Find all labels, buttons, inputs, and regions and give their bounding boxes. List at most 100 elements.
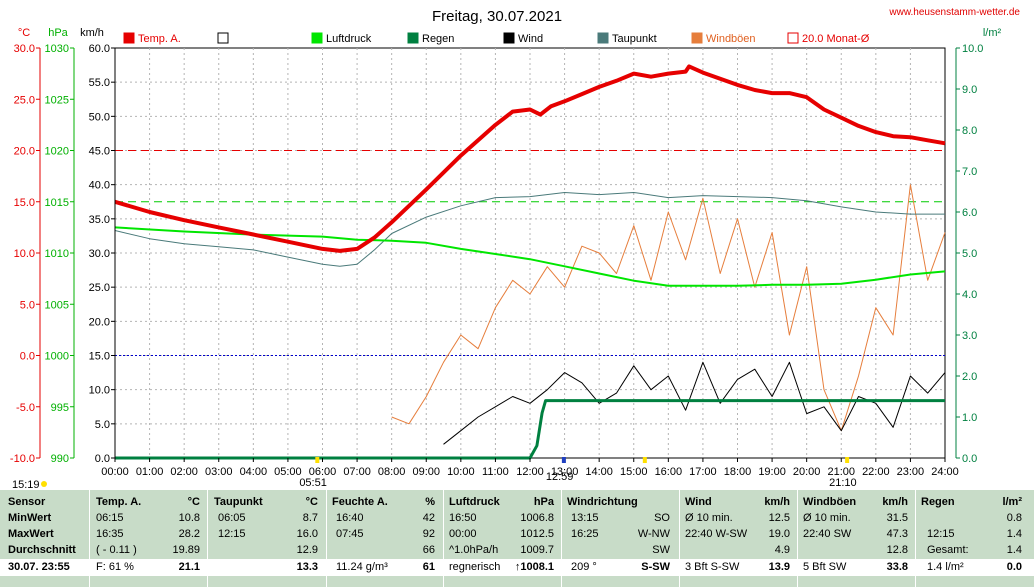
axis-pressure-tick-label: 990 xyxy=(51,453,69,465)
x-tick-label: 19:00 xyxy=(758,466,786,478)
time-marker-dot xyxy=(41,481,47,487)
axis-wind-tick-label: 40.0 xyxy=(89,180,110,192)
x-tick-label: 14:00 xyxy=(585,466,613,478)
axis-temp-tick-label: 30.0 xyxy=(14,43,35,55)
time-marker xyxy=(642,457,647,463)
stats-cell-temp-val: 28.2 xyxy=(178,528,200,540)
stats-cell-luft-val: 1009.7 xyxy=(520,544,554,556)
stats-row: 30.07. 23:55 F: 61 % 21.1 13.3 11.24 g/m³ 61 r… xyxy=(0,559,1034,576)
stats-cell-boe-label: 5 Bft SW xyxy=(803,561,847,573)
axis-rain-tick-label: 1.0 xyxy=(962,412,977,424)
stats-cell-reg-val: 1.4 xyxy=(1006,544,1022,556)
legend-label: Luftdruck xyxy=(326,33,372,45)
stats-row: Durchschnitt ( - 0.11 ) 19.89 12.9 66 ^1.0hPa… xyxy=(0,542,1034,558)
axis-pressure-tick-label: 1030 xyxy=(45,43,69,55)
hdr-temp-unit: °C xyxy=(187,496,200,508)
x-tick-label: 12:00 xyxy=(516,466,544,478)
stats-cell-label: 30.07. 23:55 xyxy=(8,561,70,573)
hdr-regen-unit: l/m² xyxy=(1002,496,1022,508)
stats-cell-temp-val: 10.8 xyxy=(178,512,200,524)
axis-pressure-tick-label: 1020 xyxy=(45,146,69,158)
time-marker-label: 05:51 xyxy=(299,477,327,489)
stats-cell-temp-val: 21.1 xyxy=(178,561,200,573)
stats-cell-reg-time: Gesamt: xyxy=(927,544,969,556)
x-tick-label: 16:00 xyxy=(655,466,683,478)
axis-rain-tick-label: 4.0 xyxy=(962,289,977,301)
axis-wind-tick-label: 45.0 xyxy=(89,146,110,158)
stats-cell-feu-time: 07:45 xyxy=(336,528,364,540)
x-tick-label: 04:00 xyxy=(240,466,268,478)
time-marker-label: 21:10 xyxy=(829,477,857,489)
axis-wind-tick-label: 10.0 xyxy=(89,385,110,397)
x-tick-label: 01:00 xyxy=(136,466,164,478)
stats-cell-reg-val: 1.4 xyxy=(1006,528,1022,540)
axis-rain-tick-label: 6.0 xyxy=(962,207,977,219)
stats-cell-wind-val: 13.9 xyxy=(768,561,790,573)
x-tick-label: 08:00 xyxy=(378,466,406,478)
x-tick-label: 07:00 xyxy=(343,466,371,478)
stats-cell-wr-time: 16:25 xyxy=(571,528,599,540)
axis-rain-tick-label: 10.0 xyxy=(962,43,983,55)
hdr-luftdruck-unit: hPa xyxy=(533,496,554,508)
legend-label: Wind xyxy=(518,33,543,45)
legend-swatch xyxy=(691,32,703,44)
time-marker xyxy=(561,457,566,463)
weather-chart: Freitag, 30.07.2021 www.heusenstamm-wett… xyxy=(10,7,1021,490)
legend-label: Regen xyxy=(422,33,454,45)
stats-cell-tau-val: 12.9 xyxy=(296,544,318,556)
stats-cell-boe-val: 12.8 xyxy=(886,544,908,556)
hdr-windrichtung: Windrichtung xyxy=(567,496,638,508)
stats-cell-wr-val: W-NW xyxy=(637,528,670,540)
hdr-feuchte-unit: % xyxy=(425,496,435,508)
unit-temp: °C xyxy=(18,27,30,39)
unit-wind: km/h xyxy=(80,27,104,39)
axis-wind-tick-label: 15.0 xyxy=(89,351,110,363)
hdr-taupunkt-unit: °C xyxy=(305,496,318,508)
axis-temp-tick-label: 0.0 xyxy=(20,351,35,363)
stats-panel: Sensor Temp. A. °C Taupunkt °C Feuchte A… xyxy=(0,490,1034,587)
stats-cell-label: Durchschnitt xyxy=(8,544,76,556)
time-marker xyxy=(845,457,850,463)
legend: Temp. A. Luftdruck Regen Wind Taupunkt Windbö… xyxy=(123,32,870,45)
x-tick-label: 10:00 xyxy=(447,466,475,478)
stats-cell-wind-val: 4.9 xyxy=(774,544,790,556)
time-marker-label: 15:19 xyxy=(12,479,40,490)
stats-cell-wr-time: 209 ° xyxy=(571,561,597,573)
x-tick-label: 11:00 xyxy=(482,466,509,478)
x-tick-label: 22:00 xyxy=(862,466,890,478)
stats-cell-tau-val: 8.7 xyxy=(302,512,318,524)
axis-wind-tick-label: 25.0 xyxy=(89,282,110,294)
stats-cell-wind-label: 3 Bft S-SW xyxy=(685,561,740,573)
axis-rain-tick-label: 0.0 xyxy=(962,453,977,465)
stats-cell-label: MinWert xyxy=(8,512,52,524)
x-tick-label: 06:00 xyxy=(309,466,337,478)
legend-swatch xyxy=(787,32,799,44)
series-taupunkt xyxy=(114,192,945,267)
x-tick-label: 17:00 xyxy=(689,466,717,478)
stats-cell-luft-val: 1012.5 xyxy=(520,528,554,540)
axis-temp-tick-label: 5.0 xyxy=(20,299,35,311)
watermark: www.heusenstamm-wetter.de xyxy=(888,7,1020,18)
stats-header-row: Sensor Temp. A. °C Taupunkt °C Feuchte A… xyxy=(0,494,1034,510)
time-marker xyxy=(315,457,320,463)
x-tick-label: 21:00 xyxy=(827,466,855,478)
legend-label: 20.0 Monat-Ø xyxy=(802,33,870,45)
time-marker-label: 12:59 xyxy=(546,471,574,483)
legend-swatch xyxy=(503,32,515,44)
legend-label: Temp. A. xyxy=(138,33,181,45)
axis-temp-tick-label: 10.0 xyxy=(14,248,35,260)
axis-temp-tick-label: 25.0 xyxy=(14,94,35,106)
axis-wind-tick-label: 35.0 xyxy=(89,214,110,226)
axis-wind-tick-label: 60.0 xyxy=(89,43,110,55)
legend-swatch xyxy=(597,32,609,44)
stats-cell-luft-val: ↑1008.1 xyxy=(514,561,554,573)
stats-cell-luft-time: 00:00 xyxy=(449,528,477,540)
x-tick-label: 00:00 xyxy=(101,466,129,478)
series-windböen xyxy=(391,184,946,432)
chart-title: Freitag, 30.07.2021 xyxy=(432,8,562,25)
stats-cell-boe-val: 47.3 xyxy=(886,528,908,540)
axis-pressure-tick-label: 1005 xyxy=(45,299,69,311)
stats-cell-temp-time: ( - 0.11 ) xyxy=(96,544,137,556)
legend-swatch xyxy=(123,32,135,44)
series-temp-a xyxy=(114,64,946,253)
